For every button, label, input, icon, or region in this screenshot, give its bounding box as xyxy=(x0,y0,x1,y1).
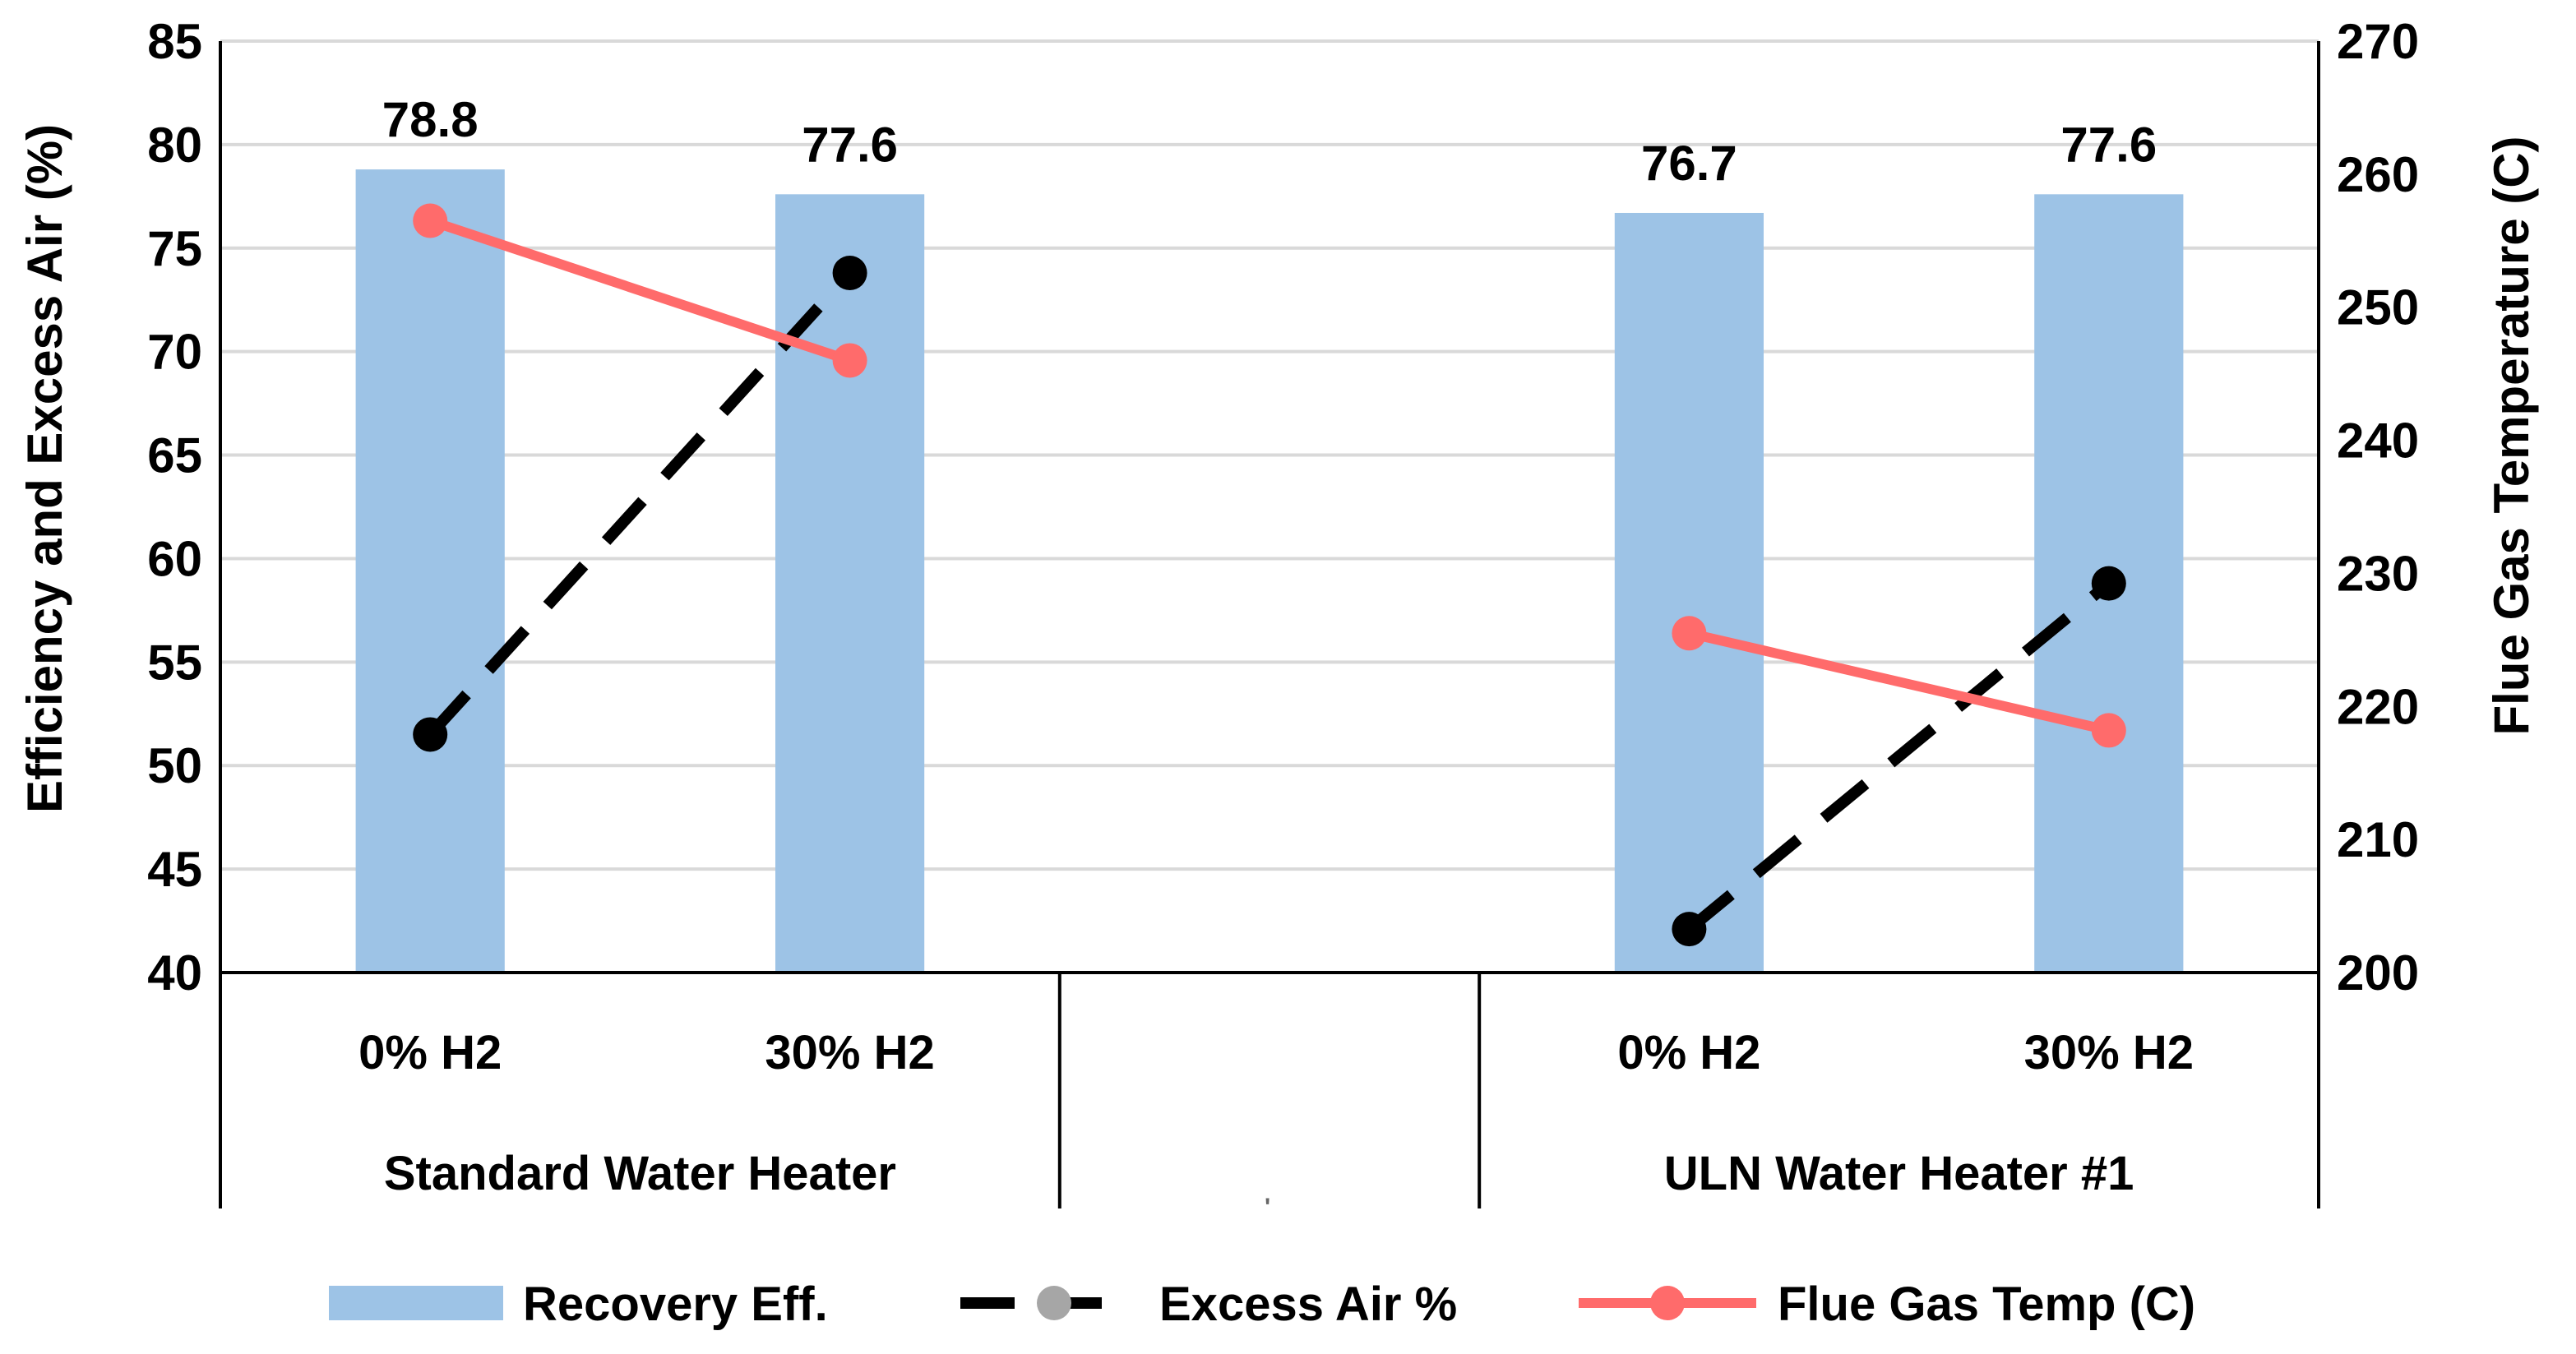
legend: Recovery Eff. Excess Air % Flue Gas Temp (… xyxy=(329,1278,2195,1331)
y-tick-label: 85 xyxy=(147,14,202,69)
series-line-segment xyxy=(425,215,855,366)
line-series-flue-gas-temp xyxy=(413,203,2126,748)
legend-label-recovery-eff: Recovery Eff. xyxy=(523,1278,828,1331)
series-point xyxy=(2091,713,2126,748)
stray-mark: ' xyxy=(1265,1194,1270,1221)
y2-tick-label: 250 xyxy=(2337,280,2419,335)
legend-label-flue-gas-temp: Flue Gas Temp (C) xyxy=(1778,1278,2195,1331)
bar-data-label: 76.7 xyxy=(1641,136,1737,191)
x-axis-categories: 0% H2 30% H2 0% H2 30% H2 Standard Water Hea… xyxy=(358,1026,2194,1200)
x-category-label: 0% H2 xyxy=(1617,1026,1760,1079)
y-axis-ticks: 40 45 50 55 60 65 70 75 80 85 xyxy=(147,14,202,1000)
y2-axis-title: Flue Gas Temperature (C) xyxy=(2484,136,2539,735)
legend-swatch-recovery-eff xyxy=(329,1286,503,1320)
x-group-label: ULN Water Heater #1 xyxy=(1664,1147,2134,1200)
series-line-segment xyxy=(1684,628,2114,736)
y-tick-label: 70 xyxy=(147,325,202,380)
x-category-label: 30% H2 xyxy=(2024,1026,2194,1079)
y2-tick-label: 210 xyxy=(2337,812,2419,867)
line-series-excess-air xyxy=(413,255,2126,947)
y-tick-label: 55 xyxy=(147,635,202,690)
legend-label-excess-air: Excess Air % xyxy=(1159,1278,1457,1331)
bar-data-label: 77.6 xyxy=(2060,117,2157,172)
y-tick-label: 40 xyxy=(147,945,202,1000)
y2-axis-ticks: 200 210 220 230 240 250 260 270 xyxy=(2337,14,2419,1000)
y-tick-label: 45 xyxy=(147,842,202,897)
gridlines xyxy=(220,39,2319,871)
y-tick-label: 80 xyxy=(147,118,202,173)
y2-tick-label: 200 xyxy=(2337,945,2419,1000)
legend-marker-flue-gas-temp xyxy=(1650,1286,1685,1320)
series-point xyxy=(413,717,448,752)
bar xyxy=(775,194,925,973)
series-point xyxy=(1672,912,1707,947)
bar xyxy=(355,169,505,973)
series-point xyxy=(832,343,867,378)
bar-data-label: 78.8 xyxy=(382,92,479,147)
x-category-label: 30% H2 xyxy=(765,1026,934,1079)
legend-marker-excess-air xyxy=(1037,1286,1071,1320)
y-axis-title: Efficiency and Excess Air (%) xyxy=(17,124,72,813)
y-tick-label: 50 xyxy=(147,738,202,793)
bar-data-labels: 78.8 77.6 76.7 77.6 xyxy=(382,92,2157,191)
y-tick-label: 75 xyxy=(147,221,202,276)
y2-tick-label: 220 xyxy=(2337,679,2419,734)
series-point xyxy=(2091,566,2126,601)
x-category-label: 0% H2 xyxy=(358,1026,502,1079)
series-point xyxy=(832,255,867,290)
series-line-segment xyxy=(426,269,854,739)
series-point xyxy=(413,203,448,238)
y2-tick-label: 240 xyxy=(2337,414,2419,469)
x-group-label: Standard Water Heater xyxy=(384,1147,896,1200)
bar-series-recovery-eff xyxy=(355,169,2184,973)
series-point xyxy=(1672,616,1707,651)
y-tick-label: 60 xyxy=(147,531,202,586)
y2-tick-label: 270 xyxy=(2337,14,2419,69)
series-line-segment xyxy=(1685,579,2113,934)
y2-tick-label: 260 xyxy=(2337,147,2419,202)
bar-data-label: 77.6 xyxy=(802,117,898,172)
bar xyxy=(1614,212,1764,973)
y2-tick-label: 230 xyxy=(2337,546,2419,601)
y-tick-label: 65 xyxy=(147,428,202,483)
axes xyxy=(219,41,2320,1208)
